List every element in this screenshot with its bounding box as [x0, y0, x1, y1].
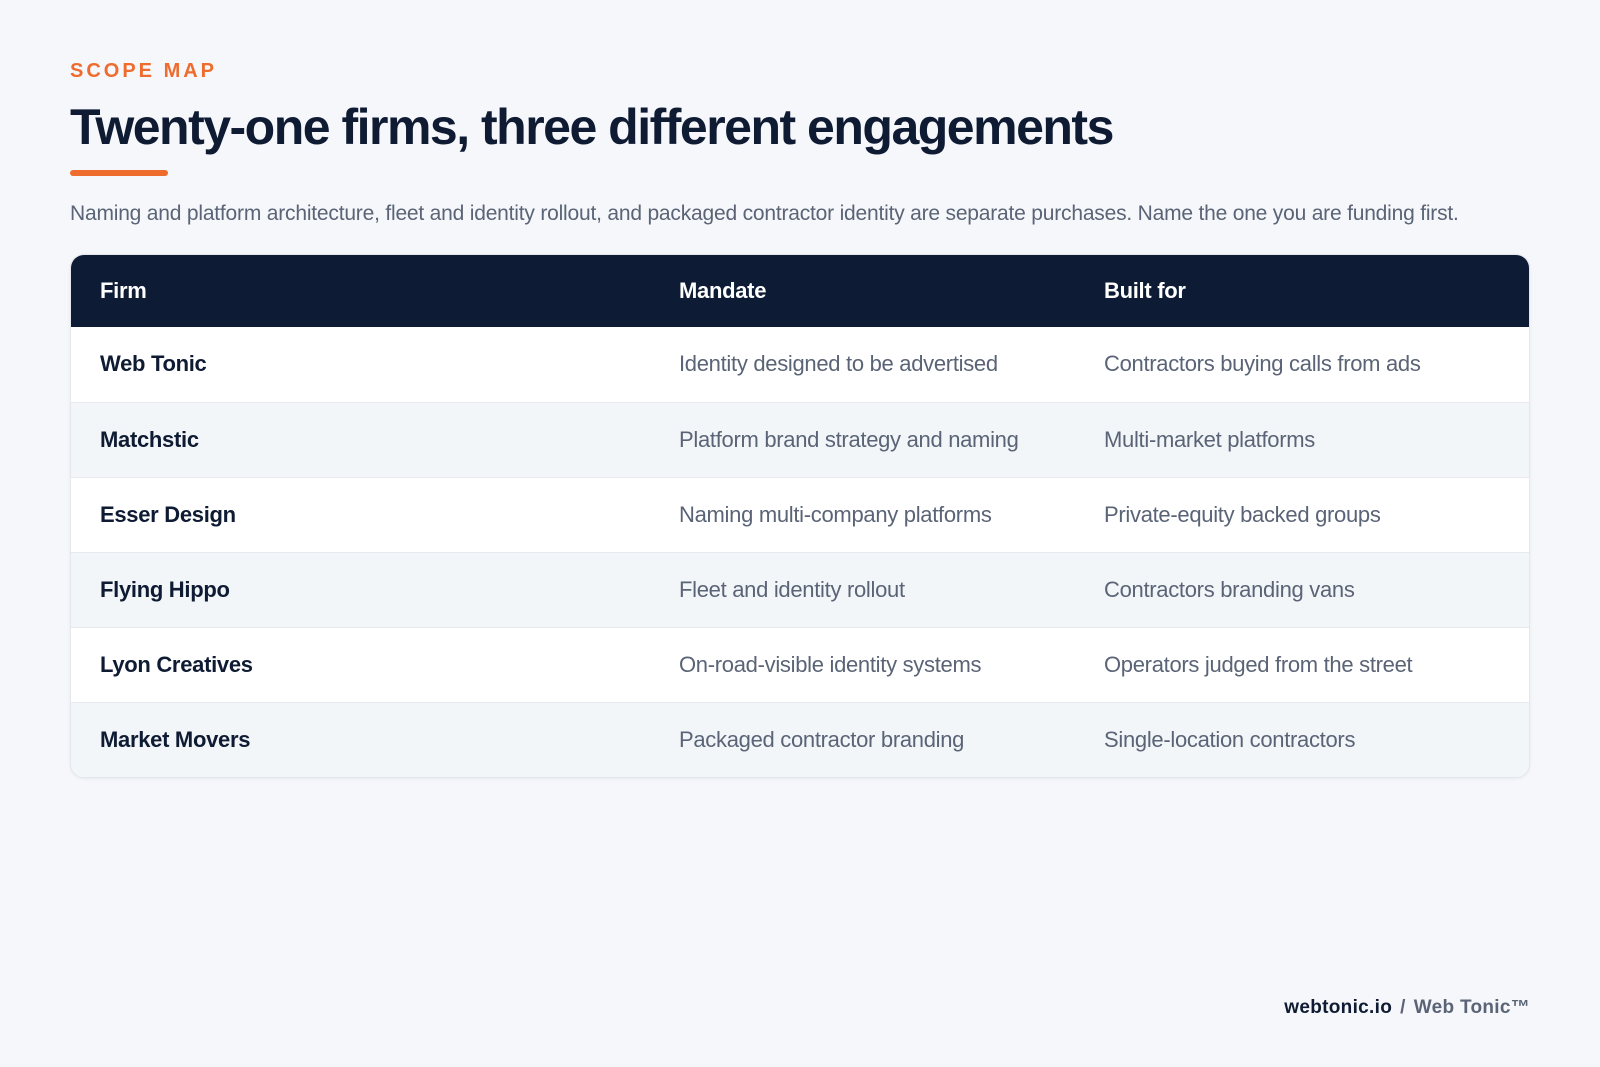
- scope-table: Firm Mandate Built for Web Tonic Identit…: [71, 255, 1529, 777]
- table-header-row: Firm Mandate Built for: [71, 255, 1529, 327]
- table-header: Firm Mandate Built for: [71, 255, 1529, 327]
- built-for-cell: Operators judged from the street: [1104, 651, 1413, 677]
- mandate-cell: Identity designed to be advertised: [679, 351, 998, 377]
- firm-cell: Esser Design: [100, 501, 236, 527]
- column-header-built-for: Built for: [1104, 278, 1186, 303]
- table-row: Web Tonic Identity designed to be advert…: [71, 327, 1529, 402]
- firm-cell: Market Movers: [100, 726, 251, 752]
- table-row: Lyon Creatives On-road-visible identity …: [71, 627, 1529, 702]
- table-row: Matchstic Platform brand strategy and na…: [71, 402, 1529, 477]
- firm-cell: Flying Hippo: [100, 576, 230, 602]
- table-row: Flying Hippo Fleet and identity rollout …: [71, 552, 1529, 627]
- footer-domain-link[interactable]: webtonic.io: [1284, 997, 1393, 1018]
- column-header-firm: Firm: [100, 278, 147, 303]
- mandate-cell: Packaged contractor branding: [679, 726, 965, 752]
- built-for-cell: Multi-market platforms: [1104, 426, 1315, 452]
- firm-cell: Lyon Creatives: [100, 651, 253, 677]
- eyebrow-label: SCOPE MAP: [70, 60, 218, 82]
- footer-separator: /: [1400, 997, 1406, 1018]
- mandate-cell: Naming multi-company platforms: [679, 501, 992, 527]
- mandate-cell: Fleet and identity rollout: [679, 576, 905, 602]
- table-body: Web Tonic Identity designed to be advert…: [71, 327, 1529, 777]
- built-for-cell: Private-equity backed groups: [1104, 501, 1381, 527]
- mandate-cell: On-road-visible identity systems: [679, 651, 982, 677]
- page-subtitle: Naming and platform architecture, fleet …: [70, 202, 1459, 225]
- accent-divider: [70, 170, 168, 176]
- column-header-mandate: Mandate: [679, 278, 767, 303]
- built-for-cell: Single-location contractors: [1104, 726, 1356, 752]
- footer-credit: webtonic.io / Web Tonic™: [1284, 997, 1530, 1019]
- firm-cell: Matchstic: [100, 426, 199, 452]
- table-row: Esser Design Naming multi-company platfo…: [71, 477, 1529, 552]
- scope-table-card: Firm Mandate Built for Web Tonic Identit…: [70, 254, 1530, 778]
- firm-cell: Web Tonic: [100, 351, 207, 377]
- mandate-cell: Platform brand strategy and naming: [679, 426, 1019, 452]
- built-for-cell: Contractors buying calls from ads: [1104, 351, 1421, 377]
- page-title: Twenty-one firms, three different engage…: [70, 99, 1114, 155]
- footer-brand: Web Tonic™: [1413, 997, 1530, 1018]
- table-row: Market Movers Packaged contractor brandi…: [71, 702, 1529, 777]
- built-for-cell: Contractors branding vans: [1104, 576, 1355, 602]
